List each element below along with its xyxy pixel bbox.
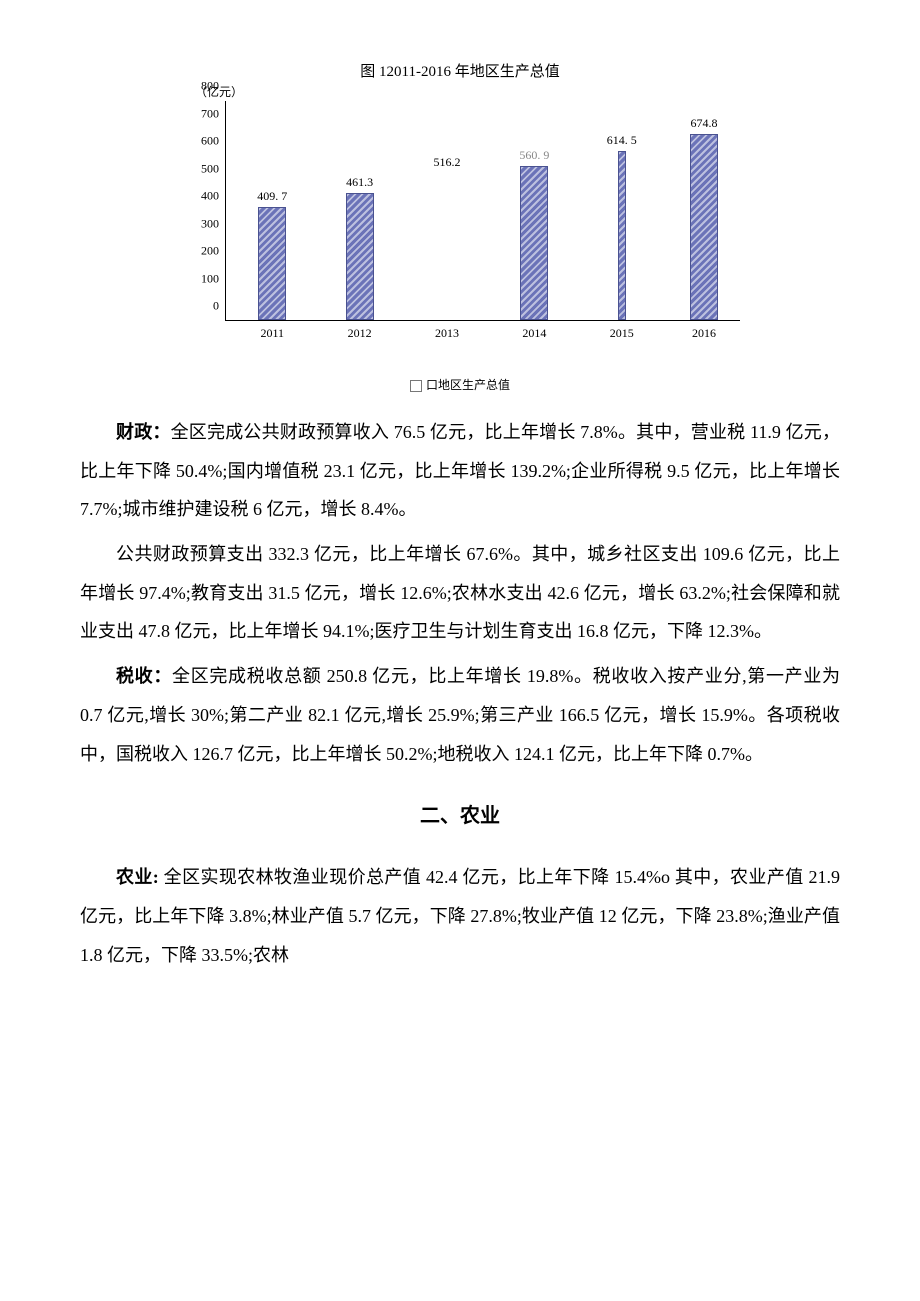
para-lead: 税收： [116, 666, 172, 686]
legend-swatch [410, 380, 422, 392]
y-tick-label: 800 [185, 79, 219, 94]
bar: 614. 5 [618, 151, 626, 320]
bar: 560. 9 [520, 166, 548, 320]
paragraph-budget: 公共财政预算支出 332.3 亿元，比上年增长 67.6%。其中，城乡社区支出 … [80, 535, 840, 651]
paragraph-tax: 税收：全区完成税收总额 250.8 亿元，比上年增长 19.8%。税收收入按产业… [80, 657, 840, 773]
section-heading-agriculture: 二、农业 [80, 799, 840, 828]
y-tick-label: 400 [185, 189, 219, 204]
y-tick-label: 300 [185, 216, 219, 231]
bar-value-label: 560. 9 [519, 148, 549, 163]
plot-area: 409. 72011461.32012516.22013560. 9201461… [225, 101, 740, 321]
y-tick-label: 600 [185, 134, 219, 149]
bar-value-label: 461.3 [346, 175, 373, 190]
y-tick-label: 100 [185, 271, 219, 286]
bar: 461.3 [346, 193, 374, 320]
x-tick-label: 2014 [522, 326, 546, 341]
bar-value-label: 674.8 [691, 116, 718, 131]
bar-value-label: 409. 7 [257, 189, 287, 204]
bar: 409. 7 [258, 207, 286, 320]
para-text: 全区完成税收总额 250.8 亿元，比上年增长 19.8%。税收收入按产业分,第… [80, 666, 840, 763]
chart-legend: 口地区生产总值 [180, 376, 740, 393]
bar-chart: （亿元） 0100200300400500600700800 409. 7201… [180, 101, 740, 393]
paragraph-finance: 财政：全区完成公共财政预算收入 76.5 亿元，比上年增长 7.8%。其中，营业… [80, 413, 840, 529]
x-tick-label: 2013 [435, 326, 459, 341]
y-tick-label: 700 [185, 106, 219, 121]
bar: 674.8 [690, 134, 718, 320]
y-tick-label: 200 [185, 244, 219, 259]
para-lead: 财政： [116, 422, 171, 442]
para-text: 公共财政预算支出 332.3 亿元，比上年增长 67.6%。其中，城乡社区支出 … [80, 544, 840, 641]
para-text: 全区实现农林牧渔业现价总产值 42.4 亿元，比上年下降 15.4%o 其中，农… [80, 867, 840, 964]
bar-value-label: 516.2 [434, 155, 461, 170]
y-tick-label: 500 [185, 161, 219, 176]
x-tick-label: 2011 [260, 326, 284, 341]
x-tick-label: 2015 [610, 326, 634, 341]
paragraph-agriculture: 农业: 全区实现农林牧渔业现价总产值 42.4 亿元，比上年下降 15.4%o … [80, 858, 840, 974]
x-tick-label: 2016 [692, 326, 716, 341]
para-text: 全区完成公共财政预算收入 76.5 亿元，比上年增长 7.8%。其中，营业税 1… [80, 422, 840, 519]
para-lead: 农业: [116, 867, 159, 887]
legend-label: 口地区生产总值 [426, 378, 510, 392]
y-axis: 0100200300400500600700800 [185, 101, 225, 321]
bar-value-label: 614. 5 [607, 133, 637, 148]
x-tick-label: 2012 [348, 326, 372, 341]
y-tick-label: 0 [185, 299, 219, 314]
